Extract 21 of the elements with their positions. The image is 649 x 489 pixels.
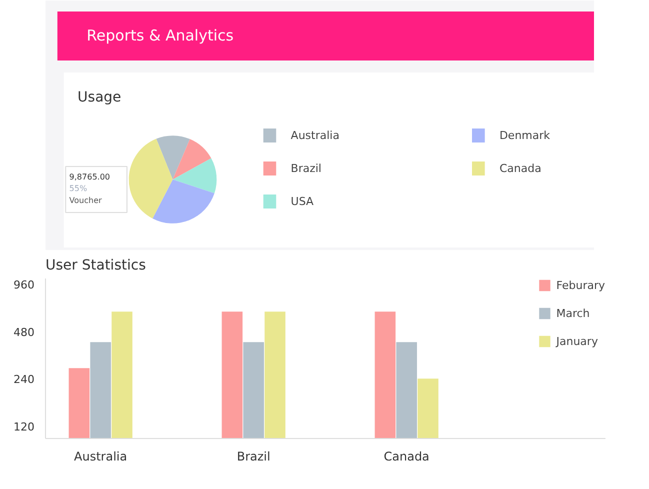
legend-label: March: [556, 306, 590, 320]
x-tick-label: Brazil: [236, 450, 270, 464]
y-tick-label: 960: [14, 278, 35, 292]
y-tick-label: 240: [14, 373, 35, 386]
text: Reports & Analytics: [86, 26, 234, 44]
x-tick-label: Canada: [384, 450, 430, 464]
chart-title: User Statistics: [46, 258, 146, 274]
y-tick-label: 120: [14, 420, 35, 434]
legend-label: Canada: [499, 162, 542, 175]
legend-label: January: [556, 334, 598, 348]
legend-label: Australia: [290, 129, 340, 142]
x-tick-label: Australia: [74, 450, 128, 464]
legend-label: Brazil: [290, 162, 322, 175]
legend-label: USA: [290, 195, 314, 208]
text: 9,8765.00: [69, 172, 110, 182]
legend-label: Feburary: [556, 278, 605, 292]
legend-label: Denmark: [499, 129, 551, 142]
chart-title: Usage: [78, 90, 122, 106]
text: Voucher: [69, 196, 103, 205]
y-tick-label: 480: [14, 326, 35, 339]
text: 55%: [69, 184, 88, 193]
